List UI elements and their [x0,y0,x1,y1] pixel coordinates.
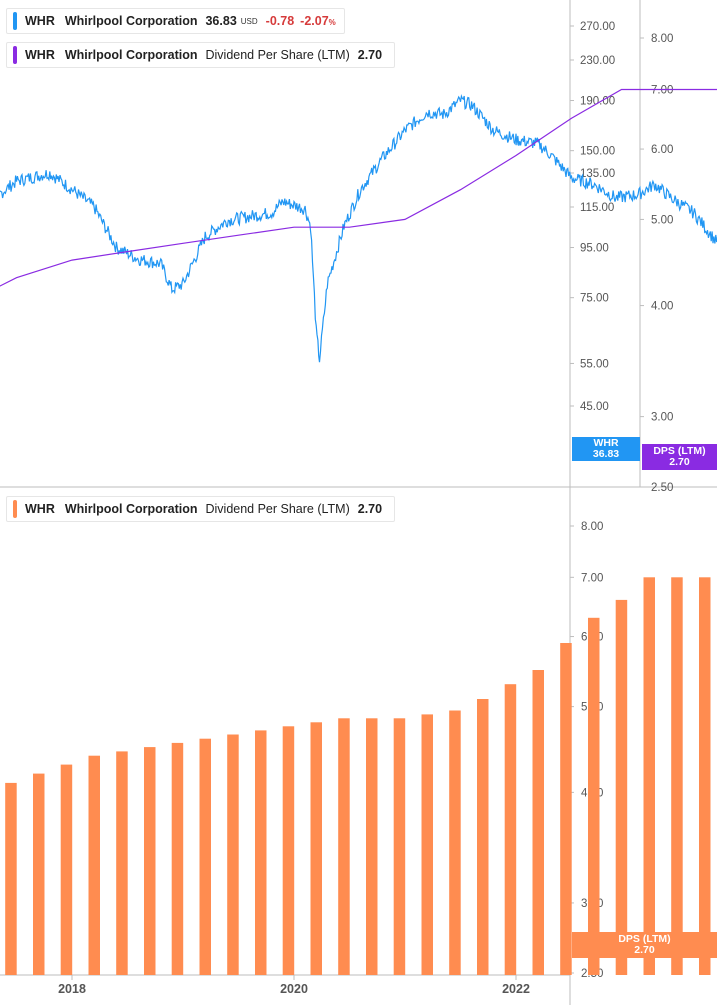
dps-axis-tick-label-bottom: 8.00 [581,521,603,533]
price-axis-tick-label: 135.00 [580,168,615,180]
price-legend-currency: USD [240,16,258,26]
dps-bar [588,617,600,975]
dps-series-line [0,88,717,287]
dps-top-tag-value: 2.70 [669,456,690,468]
dps-axis-tick-label-bottom: 7.00 [581,572,603,584]
price-legend-change: -0.78 [265,14,295,28]
dps-bar [33,773,45,975]
dps-line-legend-value: 2.70 [357,48,383,62]
dps-axis-tick-label-top: 2.50 [651,482,673,494]
dps-bottom-tag-value: 2.70 [634,944,655,956]
price-axis-tick-label: 115.00 [580,202,614,214]
dps-bar [504,684,517,975]
price-axis-tick-label: 55.00 [580,358,609,370]
dps-bar [560,643,572,975]
price-axis-tick-label: 150.00 [580,146,615,158]
dps-bar [699,577,711,975]
dps-bar [310,722,322,975]
dps-line-legend-swatch [13,46,17,64]
price-axis-tick-label: 75.00 [580,293,609,305]
dps-line-legend-ticker: WHR [25,48,55,62]
dps-axis-tick-label-top: 6.00 [651,144,673,156]
dps-bar-legend-value: 2.70 [357,502,383,516]
dps-bar-legend-company: Whirlpool Corporation [64,502,198,516]
time-axis-tick-label: 2022 [502,982,530,996]
dps-line-legend-metric: Dividend Per Share (LTM) [205,48,350,62]
dps-bar [116,751,128,975]
dps-bar [60,764,73,975]
price-legend-value: 36.83 [205,14,237,28]
price-legend-change-pct: -2.07% [300,14,336,28]
dps-bar [227,734,239,975]
dps-bar [421,714,433,975]
price-axis-tick-label: 190.00 [580,96,615,108]
dps-top-tag-label: DPS (LTM) [653,445,706,457]
dps-bar-legend[interactable]: WHR Whirlpool Corporation Dividend Per S… [6,496,396,522]
dps-bar [88,755,100,975]
dps-bar [255,730,267,975]
dps-bar-legend-swatch [13,500,17,518]
price-tag-value: 36.83 [592,448,620,460]
price-legend-swatch [13,12,17,30]
dps-bar [5,782,17,975]
dps-axis-tick-label-top: 3.00 [651,412,673,424]
dps-bar-legend-metric: Dividend Per Share (LTM) [205,502,350,516]
dps-bar-legend-ticker: WHR [25,502,55,516]
dps-bar [282,726,295,975]
dps-bar [449,710,461,975]
price-axis-tick-label: 270.00 [580,21,615,33]
price-legend-ticker: WHR [25,14,55,28]
dps-axis-tick-label-top: 4.00 [651,301,673,313]
price-last-value-tag: WHR 36.83 [572,437,640,461]
dps-bar [532,670,544,975]
price-tag-label: WHR [593,437,619,449]
price-axis-tick-label: 45.00 [580,401,609,413]
time-axis-tick-label: 2020 [280,982,308,996]
dps-line-last-value-tag: DPS (LTM) 2.70 [642,444,717,470]
dps-bar [338,718,350,975]
dps-axis-tick-label-top: 8.00 [651,33,673,45]
dps-bar [671,577,683,975]
price-axis-tick-label: 230.00 [580,55,615,67]
time-axis-tick-label: 2018 [58,982,86,996]
price-legend-company: Whirlpool Corporation [64,14,198,28]
dps-axis-tick-label-top: 5.00 [651,214,673,226]
dps-bar [477,699,489,975]
dps-bar [393,718,406,975]
dps-bar [144,747,156,975]
dps-bar-last-value-tag: DPS (LTM) 2.70 [572,932,717,958]
dps-bar [171,742,184,975]
dps-axis-tick-label-top: 7.00 [651,85,673,97]
price-series-line [0,93,717,363]
price-axis-tick-label: 95.00 [580,243,609,255]
dps-bottom-tag-label: DPS (LTM) [618,933,671,945]
dps-bar [366,718,378,975]
dps-line-legend[interactable]: WHR Whirlpool Corporation Dividend Per S… [6,42,396,68]
dps-bar [199,738,211,975]
price-legend[interactable]: WHR Whirlpool Corporation 36.83 USD -0.7… [6,8,345,34]
dps-bar [643,577,655,975]
dps-line-legend-company: Whirlpool Corporation [64,48,198,62]
dps-bar [615,599,628,975]
